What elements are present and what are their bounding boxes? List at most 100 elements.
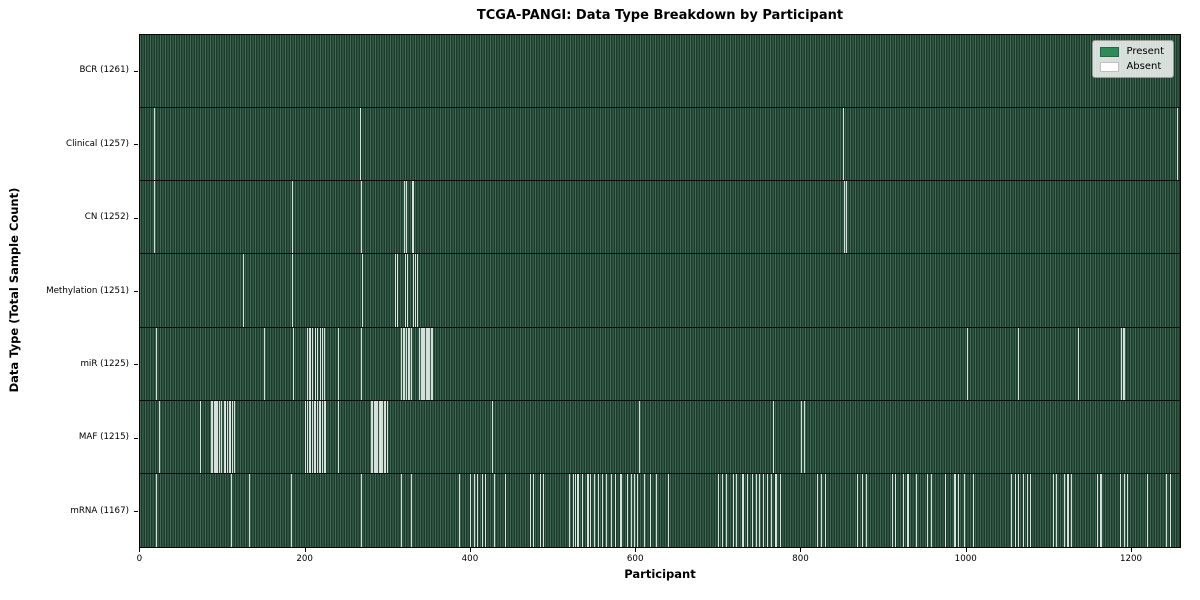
absent-line (396, 254, 398, 327)
absent-line (473, 473, 475, 547)
absent-line (410, 327, 413, 400)
absent-line (323, 327, 325, 400)
y-tick-mark (134, 70, 138, 72)
absent-line (402, 327, 404, 400)
absent-line (228, 400, 230, 473)
absent-line (529, 473, 531, 547)
y-tick-mark (134, 364, 138, 366)
absent-line (746, 473, 748, 547)
absent-line (1017, 473, 1020, 547)
heatmap-row-methylation (140, 254, 1180, 328)
absent-line (779, 473, 781, 547)
absent-line (532, 473, 535, 547)
absent-line (199, 400, 201, 473)
y-tick-mark (134, 217, 138, 219)
absent-line (650, 473, 652, 547)
absent-line (891, 473, 893, 547)
absent-line (610, 473, 612, 547)
absent-line (824, 473, 827, 547)
x-tick-mark (965, 548, 967, 552)
x-axis-label: Participant (624, 567, 696, 581)
absent-line (430, 327, 432, 400)
absent-line (409, 327, 411, 400)
absent-line (843, 181, 845, 254)
absent-line (419, 327, 421, 400)
absent-line (907, 473, 909, 547)
absent-line (903, 473, 905, 547)
absent-line (415, 254, 417, 327)
absent-line (264, 327, 266, 400)
absent-line (964, 473, 966, 547)
absent-line (767, 473, 769, 547)
absent-line (775, 473, 777, 547)
absent-line (758, 473, 761, 547)
absent-line (1030, 473, 1032, 547)
absent-line (954, 473, 956, 547)
y-tick-mark (134, 144, 138, 146)
absent-line (387, 400, 389, 473)
absent-line (843, 108, 845, 181)
absent-line (242, 254, 244, 327)
absent-line (631, 473, 633, 547)
absent-line (308, 400, 310, 473)
absent-line (542, 473, 544, 547)
absent-line (763, 473, 765, 547)
x-tick-mark (139, 548, 141, 552)
absent-line (407, 327, 409, 400)
absent-line (857, 473, 859, 547)
y-tick-mark (134, 291, 138, 292)
absent-line (1055, 473, 1057, 547)
absent-line (1010, 473, 1012, 547)
absent-line (231, 400, 234, 473)
absent-line (413, 254, 415, 327)
absent-line (378, 400, 380, 473)
absent-line (470, 473, 472, 547)
absent-line (373, 400, 375, 473)
absent-line (315, 327, 317, 400)
absent-line (316, 327, 318, 400)
absent-line (1121, 327, 1123, 400)
legend-entry-absent: Absent (1100, 61, 1164, 72)
absent-line (385, 400, 387, 473)
absent-line (225, 400, 227, 473)
absent-line (310, 327, 312, 400)
plot-area: Present Absent (139, 34, 1181, 548)
chart-title: TCGA-PANGI: Data Type Breakdown by Parti… (476, 8, 844, 23)
absent-line (382, 400, 384, 473)
absent-line (432, 327, 434, 400)
absent-line (310, 400, 312, 473)
x-tick-label: 600 (626, 554, 644, 564)
legend: Present Absent (1092, 40, 1174, 78)
absent-line (816, 473, 818, 547)
absent-line (305, 400, 307, 473)
absent-line (742, 473, 744, 547)
absent-line (311, 400, 314, 473)
absent-line (416, 254, 418, 327)
absent-line (233, 400, 235, 473)
absent-line (427, 327, 429, 400)
y-tick-label: Methylation (1251) (46, 285, 129, 296)
absent-line (218, 400, 220, 473)
absent-line (1067, 473, 1069, 547)
absent-line (320, 400, 322, 473)
absent-line (771, 473, 773, 547)
absent-line (320, 327, 322, 400)
heatmap-row-bcr (140, 35, 1180, 109)
absent-line (360, 473, 362, 547)
x-tick-label: 1200 (1119, 554, 1143, 564)
x-tick-mark (469, 548, 471, 552)
absent-line (1027, 473, 1029, 547)
absent-line (1120, 473, 1122, 547)
absent-line (380, 400, 382, 473)
absent-line (862, 473, 864, 547)
absent-line (575, 473, 577, 547)
absent-line (383, 400, 385, 473)
present-swatch-icon (1100, 46, 1120, 57)
absent-line (972, 473, 974, 547)
legend-entry-present: Present (1100, 46, 1164, 57)
y-tick-mark (134, 511, 138, 513)
absent-line (377, 400, 379, 473)
absent-line (375, 400, 377, 473)
absent-line (406, 254, 408, 327)
absent-line (636, 473, 638, 547)
